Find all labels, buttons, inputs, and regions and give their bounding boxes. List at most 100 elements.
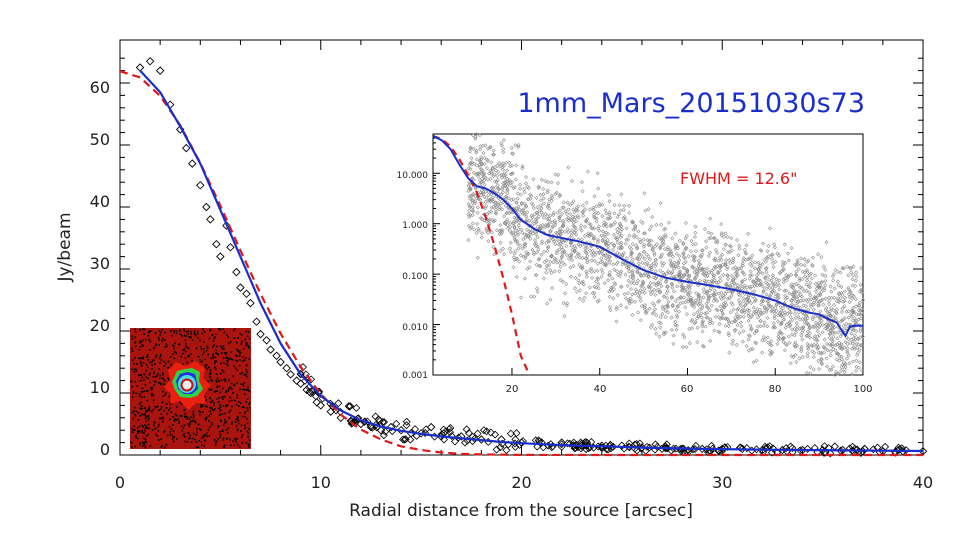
inset-data-point <box>619 224 624 229</box>
beam-map-noise-pixel <box>177 418 179 420</box>
inset-data-point <box>721 247 726 252</box>
inset-data-point <box>570 201 575 206</box>
inset-data-point <box>718 304 723 309</box>
inset-data-point <box>803 313 809 318</box>
inset-data-point <box>511 255 517 260</box>
beam-map-noise-pixel <box>237 349 239 352</box>
inset-data-point <box>701 295 706 300</box>
inset-data-point <box>509 145 514 151</box>
inset-data-point <box>755 277 760 282</box>
beam-map-noise-pixel <box>237 337 239 339</box>
inset-data-point <box>666 252 671 257</box>
inset-data-point <box>505 168 510 173</box>
inset-data-point <box>581 299 586 304</box>
beam-map-noise-pixel <box>230 423 233 425</box>
inset-data-point <box>764 265 769 270</box>
beam-map-noise-pixel <box>162 416 164 419</box>
inset-data-point <box>595 171 600 176</box>
inset-data-point <box>575 213 580 218</box>
beam-map-noise-pixel <box>136 363 138 365</box>
inset-data-point <box>592 290 597 295</box>
inset-data-point <box>654 261 659 266</box>
inset-data-point <box>483 175 488 180</box>
beam-map-noise-pixel <box>168 366 170 369</box>
inset-data-point <box>658 268 663 273</box>
inset-data-point <box>592 269 597 274</box>
beam-map-noise-pixel <box>185 335 187 337</box>
beam-map-noise-pixel <box>195 347 198 350</box>
inset-data-point <box>850 308 855 313</box>
beam-map-noise-pixel <box>161 444 163 447</box>
inset-data-point <box>765 315 770 321</box>
beam-map-noise-pixel <box>138 357 140 360</box>
beam-map-noise-pixel <box>146 355 149 358</box>
inset-data-point <box>746 295 751 300</box>
inset-data-point <box>733 271 738 276</box>
inset-data-point <box>728 244 733 249</box>
inset-data-point <box>471 177 476 182</box>
beam-map-noise-pixel <box>246 430 249 433</box>
inset-data-point <box>674 327 679 332</box>
inset-data-point <box>752 299 757 304</box>
beam-map-noise-pixel <box>218 397 220 399</box>
beam-map-noise-pixel <box>218 328 221 330</box>
beam-map-noise-pixel <box>148 374 151 376</box>
beam-map-noise-pixel <box>169 355 172 358</box>
inset-data-point <box>484 166 489 171</box>
inset-data-point <box>692 266 697 271</box>
beam-map-noise-pixel <box>185 415 188 418</box>
beam-map-noise-pixel <box>156 435 159 437</box>
beam-map-noise-pixel <box>164 346 167 348</box>
inset-data-point <box>719 231 724 236</box>
inset-data-point <box>605 231 611 236</box>
inset-data-point <box>531 206 536 211</box>
beam-map-noise-pixel <box>175 414 178 417</box>
inset-data-point <box>630 268 635 273</box>
inset-data-point <box>543 211 548 217</box>
beam-map-noise-pixel <box>148 408 151 410</box>
inset-data-point <box>778 313 784 318</box>
inset-data-point <box>640 283 645 288</box>
beam-map-noise-pixel <box>229 357 231 360</box>
inset-data-point <box>700 322 705 327</box>
inset-data-point <box>482 155 487 160</box>
beam-map-noise-pixel <box>139 329 141 331</box>
inset-data-point <box>744 296 750 301</box>
inset-data-point <box>509 183 514 188</box>
inset-data-point <box>466 166 471 171</box>
beam-map-noise-pixel <box>241 371 243 374</box>
inset-data-point <box>745 300 750 305</box>
inset-data-point <box>688 297 693 302</box>
inset-data-point <box>535 289 540 294</box>
data-point <box>446 428 455 437</box>
inset-data-point <box>491 174 496 179</box>
inset-data-point <box>821 350 827 355</box>
beam-map-noise-pixel <box>188 418 191 420</box>
inset-data-point <box>744 343 749 349</box>
inset-data-point <box>530 214 535 220</box>
inset-data-point <box>553 191 558 196</box>
inset-data-point <box>516 223 521 228</box>
beam-map-noise-pixel <box>219 433 222 436</box>
inset-data-point <box>804 304 809 309</box>
inset-data-point <box>490 195 495 200</box>
beam-map-noise-pixel <box>190 420 192 423</box>
beam-map-noise-pixel <box>190 330 193 333</box>
beam-map-noise-pixel <box>193 438 196 441</box>
beam-map-noise-pixel <box>180 415 183 417</box>
inset-data-point <box>575 208 580 213</box>
beam-map-noise-pixel <box>221 413 224 415</box>
inset-data-point <box>466 183 471 188</box>
inset-data-point <box>662 247 667 252</box>
inset-data-point <box>524 250 529 255</box>
beam-map-noise-pixel <box>186 441 189 443</box>
inset-data-point <box>773 325 778 330</box>
inset-data-point <box>577 281 582 286</box>
inset-data-point <box>597 228 602 233</box>
inset-data-point <box>595 261 600 266</box>
inset-data-point <box>857 300 862 305</box>
inset-data-point <box>744 251 749 256</box>
y-tick-label-60: 60 <box>90 78 110 97</box>
inset-data-point <box>851 264 856 269</box>
inset-data-point <box>710 279 715 284</box>
